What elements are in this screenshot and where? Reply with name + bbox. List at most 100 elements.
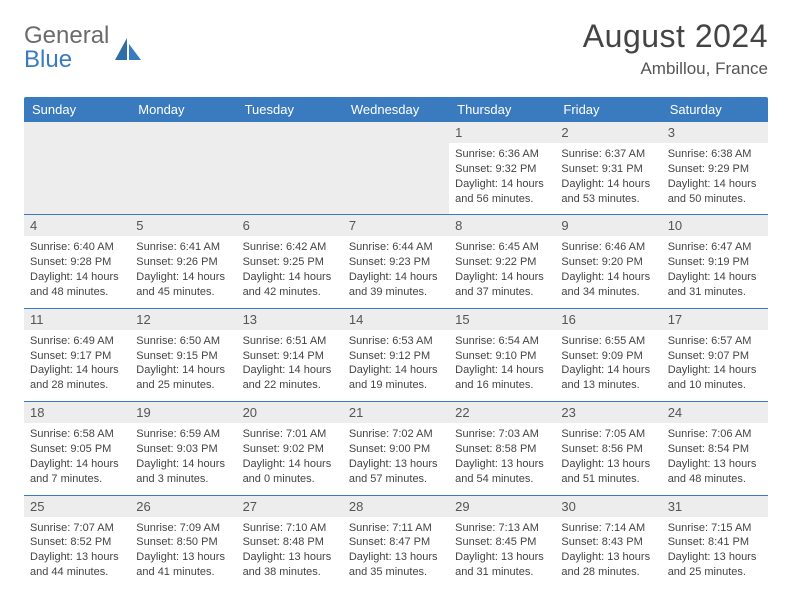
daylight-line: Daylight: 13 hours and 28 minutes. [561,550,655,580]
calendar-day-cell: 6Sunrise: 6:42 AMSunset: 9:25 PMDaylight… [237,215,343,308]
day-details: Sunrise: 6:49 AMSunset: 9:17 PMDaylight:… [24,330,130,401]
day-details: Sunrise: 6:57 AMSunset: 9:07 PMDaylight:… [662,330,768,401]
day-number: 24 [662,402,768,423]
day-details: Sunrise: 7:09 AMSunset: 8:50 PMDaylight:… [130,517,236,588]
daylight-line: Daylight: 14 hours and 28 minutes. [30,363,124,393]
calendar-day-cell: 5 Sunrise: 6:41 AMSunset: 9:26 PMDaylight… [130,215,236,308]
calendar-day-cell [130,122,236,215]
daylight-line: Daylight: 14 hours and 10 minutes. [668,363,762,393]
sunrise-line: Sunrise: 6:59 AM [136,427,230,442]
day-details: Sunrise: 7:06 AMSunset: 8:54 PMDaylight:… [662,423,768,494]
sunrise-line: Sunrise: 6:57 AM [668,334,762,349]
daylight-line: Daylight: 14 hours and 45 minutes. [136,270,230,300]
day-details: Sunrise: 6:47 AMSunset: 9:19 PMDaylight:… [662,236,768,307]
weekday-header: Sunday [24,97,130,122]
calendar-day-cell: 8Sunrise: 6:45 AMSunset: 9:22 PMDaylight… [449,215,555,308]
day-number: 17 [662,309,768,330]
day-number: 21 [343,402,449,423]
title-block: August 2024 Ambillou, France [583,18,768,79]
sunrise-line: Sunrise: 6:38 AM [668,147,762,162]
calendar-day-cell: 23Sunrise: 7:05 AMSunset: 8:56 PMDayligh… [555,402,661,495]
daylight-line: Daylight: 13 hours and 38 minutes. [243,550,337,580]
calendar-day-cell: 1Sunrise: 6:36 AMSunset: 9:32 PMDaylight… [449,122,555,215]
day-number: 5 [130,215,236,236]
day-number: 9 [555,215,661,236]
day-number: 13 [237,309,343,330]
daylight-line: Daylight: 14 hours and 34 minutes. [561,270,655,300]
sunset-line: Sunset: 9:10 PM [455,349,549,364]
day-details: Sunrise: 6:51 AMSunset: 9:14 PMDaylight:… [237,330,343,401]
calendar-header-row: SundayMondayTuesdayWednesdayThursdayFrid… [24,97,768,122]
calendar-day-cell: 25Sunrise: 7:07 AMSunset: 8:52 PMDayligh… [24,495,130,588]
sunrise-line: Sunrise: 6:41 AM [136,240,230,255]
calendar-day-cell: 28Sunrise: 7:11 AMSunset: 8:47 PMDayligh… [343,495,449,588]
daylight-line: Daylight: 14 hours and 31 minutes. [668,270,762,300]
day-number: 19 [130,402,236,423]
weekday-header: Tuesday [237,97,343,122]
sunrise-line: Sunrise: 6:50 AM [136,334,230,349]
sunset-line: Sunset: 9:26 PM [136,255,230,270]
sunrise-line: Sunrise: 6:54 AM [455,334,549,349]
sunrise-line: Sunrise: 6:45 AM [455,240,549,255]
sunset-line: Sunset: 9:25 PM [243,255,337,270]
calendar-day-cell: 7Sunrise: 6:44 AMSunset: 9:23 PMDaylight… [343,215,449,308]
day-number: 8 [449,215,555,236]
daylight-line: Daylight: 13 hours and 41 minutes. [136,550,230,580]
daylight-line: Daylight: 14 hours and 3 minutes. [136,457,230,487]
day-details: Sunrise: 7:14 AMSunset: 8:43 PMDaylight:… [555,517,661,588]
sunset-line: Sunset: 8:52 PM [30,535,124,550]
day-details: Sunrise: 6:54 AMSunset: 9:10 PMDaylight:… [449,330,555,401]
daylight-line: Daylight: 14 hours and 25 minutes. [136,363,230,393]
daylight-line: Daylight: 14 hours and 50 minutes. [668,177,762,207]
sunrise-line: Sunrise: 6:40 AM [30,240,124,255]
day-details: Sunrise: 6:58 AMSunset: 9:05 PMDaylight:… [24,423,130,494]
day-number: 18 [24,402,130,423]
calendar-table: SundayMondayTuesdayWednesdayThursdayFrid… [24,97,768,588]
day-details: Sunrise: 7:01 AMSunset: 9:02 PMDaylight:… [237,423,343,494]
daylight-line: Daylight: 14 hours and 37 minutes. [455,270,549,300]
day-number: 30 [555,496,661,517]
day-details: Sunrise: 7:11 AMSunset: 8:47 PMDaylight:… [343,517,449,588]
sunset-line: Sunset: 8:45 PM [455,535,549,550]
sunset-line: Sunset: 8:47 PM [349,535,443,550]
sunset-line: Sunset: 9:19 PM [668,255,762,270]
day-number: 3 [662,122,768,143]
sunset-line: Sunset: 9:15 PM [136,349,230,364]
day-number: 14 [343,309,449,330]
sail-icon [113,36,143,62]
day-number: 12 [130,309,236,330]
sunrise-line: Sunrise: 7:06 AM [668,427,762,442]
page-header: General Blue August 2024 Ambillou, Franc… [24,18,768,79]
day-details: Sunrise: 6:42 AMSunset: 9:25 PMDaylight:… [237,236,343,307]
sunset-line: Sunset: 9:29 PM [668,162,762,177]
calendar-day-cell: 10Sunrise: 6:47 AMSunset: 9:19 PMDayligh… [662,215,768,308]
sunset-line: Sunset: 8:50 PM [136,535,230,550]
weekday-header: Saturday [662,97,768,122]
day-number: 29 [449,496,555,517]
calendar-day-cell: 14Sunrise: 6:53 AMSunset: 9:12 PMDayligh… [343,308,449,401]
calendar-body: 1Sunrise: 6:36 AMSunset: 9:32 PMDaylight… [24,122,768,588]
brand-part1: General [24,22,109,49]
day-details: Sunrise: 6:44 AMSunset: 9:23 PMDaylight:… [343,236,449,307]
day-number: 4 [24,215,130,236]
day-number: 20 [237,402,343,423]
sunset-line: Sunset: 9:09 PM [561,349,655,364]
daylight-line: Daylight: 14 hours and 19 minutes. [349,363,443,393]
sunrise-line: Sunrise: 6:58 AM [30,427,124,442]
brand-text: General Blue [24,24,109,72]
sunrise-line: Sunrise: 6:44 AM [349,240,443,255]
sunset-line: Sunset: 9:22 PM [455,255,549,270]
calendar-week-row: 18Sunrise: 6:58 AMSunset: 9:05 PMDayligh… [24,402,768,495]
day-details: Sunrise: 6:53 AMSunset: 9:12 PMDaylight:… [343,330,449,401]
day-details: Sunrise: 6:45 AMSunset: 9:22 PMDaylight:… [449,236,555,307]
sunrise-line: Sunrise: 6:51 AM [243,334,337,349]
day-number: 6 [237,215,343,236]
daylight-line: Daylight: 13 hours and 48 minutes. [668,457,762,487]
calendar-week-row: 25Sunrise: 7:07 AMSunset: 8:52 PMDayligh… [24,495,768,588]
day-number: 10 [662,215,768,236]
daylight-line: Daylight: 14 hours and 13 minutes. [561,363,655,393]
day-details: Sunrise: 6:50 AMSunset: 9:15 PMDaylight:… [130,330,236,401]
day-number: 7 [343,215,449,236]
daylight-line: Daylight: 14 hours and 0 minutes. [243,457,337,487]
weekday-header: Thursday [449,97,555,122]
